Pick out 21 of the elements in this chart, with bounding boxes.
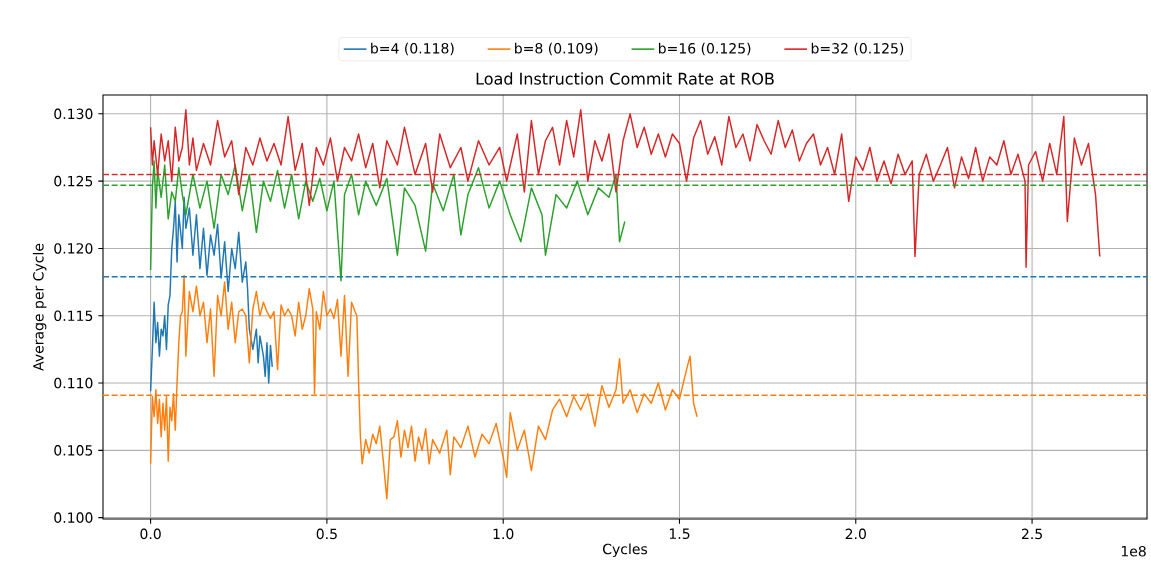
text: 1e8 [1121, 545, 1146, 557]
x-tick-label: 1.5 [669, 528, 690, 540]
x-tick-label: 0.5 [316, 528, 337, 540]
legend-label: b=4 (0.118) [371, 42, 454, 56]
legend-label: b=16 (0.125) [658, 42, 751, 56]
y-tick-label: 0.125 [54, 175, 93, 187]
x-axis-title: Cycles [603, 543, 648, 558]
x-tick-label: 1.0 [493, 528, 514, 540]
y-tick-label: 0.120 [54, 243, 93, 254]
x-tick-label: 2.0 [845, 528, 866, 540]
y-tick-label: 0.105 [54, 445, 93, 456]
y-tick-label: 0.130 [54, 108, 93, 120]
chart-title: Load Instruction Commit Rate at ROB [476, 72, 774, 85]
x-tick-label: 0.0 [140, 528, 161, 540]
y-axis-title: Average per Cycle [32, 243, 47, 371]
y-tick-label: 0.115 [54, 310, 93, 322]
y-tick-label: 0.100 [54, 512, 93, 523]
y-tick-label: 0.110 [54, 377, 93, 389]
legend-label: b=8 (0.109) [515, 42, 598, 56]
x-tick-label: 2.5 [1021, 528, 1042, 540]
legend-label: b=32 (0.125) [811, 42, 904, 56]
